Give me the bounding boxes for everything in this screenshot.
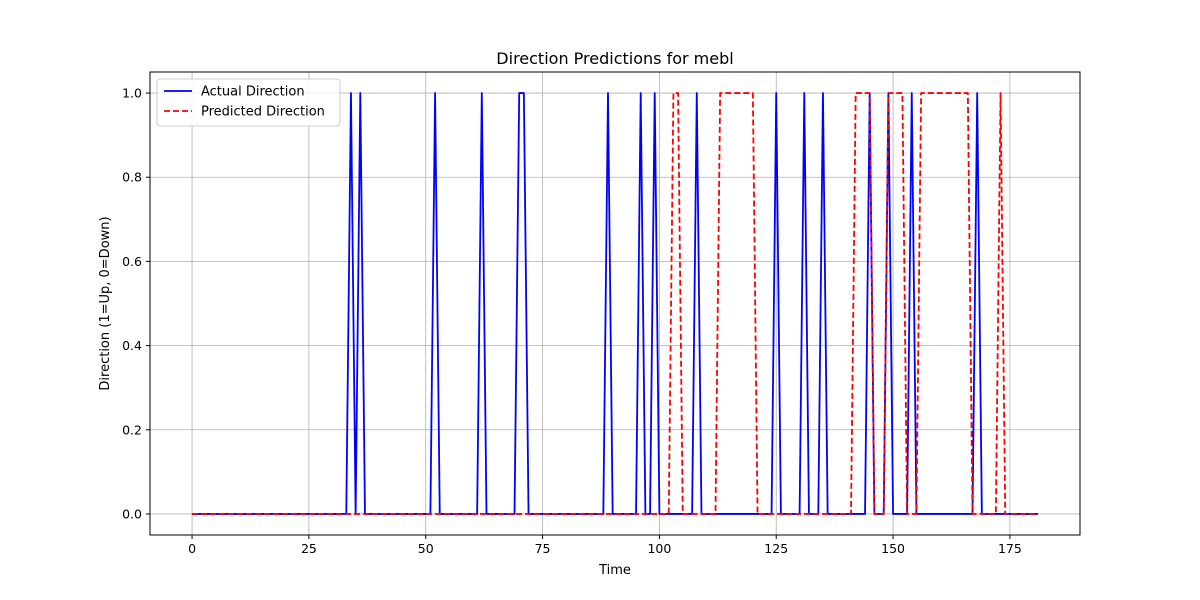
x-tick-label: 175	[998, 541, 1022, 556]
x-axis-ticks: 0 25 50 75 100 125 150 175	[188, 535, 1022, 556]
x-axis-label: Time	[598, 563, 631, 578]
y-tick-label: 0.4	[122, 338, 142, 353]
legend: Actual Direction Predicted Direction	[156, 78, 341, 127]
y-axis-label: Direction (1=Up, 0=Down)	[98, 216, 113, 390]
x-tick-label: 100	[647, 541, 671, 556]
x-tick-label: 125	[764, 541, 788, 556]
y-tick-label: 1.0	[122, 86, 142, 101]
grid-lines	[150, 72, 1080, 535]
x-tick-label: 25	[301, 541, 317, 556]
legend-label-predicted: Predicted Direction	[201, 105, 325, 120]
series-line-actual	[192, 92, 1038, 515]
plot-series	[192, 92, 1038, 515]
y-tick-label: 0.8	[122, 170, 142, 185]
x-tick-label: 0	[188, 541, 196, 556]
chart-title: Direction Predictions for mebl	[496, 49, 733, 68]
series-line-predicted	[192, 92, 1038, 515]
y-tick-label: 0.6	[122, 254, 142, 269]
legend-label-actual: Actual Direction	[201, 85, 305, 100]
y-tick-label: 0.0	[122, 506, 142, 521]
x-tick-label: 75	[535, 541, 551, 556]
x-tick-label: 50	[418, 541, 434, 556]
y-tick-label: 0.2	[122, 422, 142, 437]
legend-box	[156, 78, 341, 127]
y-axis-ticks: 0.0 0.2 0.4 0.6 0.8 1.0	[122, 86, 150, 521]
plot-frame	[149, 71, 1081, 536]
x-tick-label: 150	[881, 541, 905, 556]
